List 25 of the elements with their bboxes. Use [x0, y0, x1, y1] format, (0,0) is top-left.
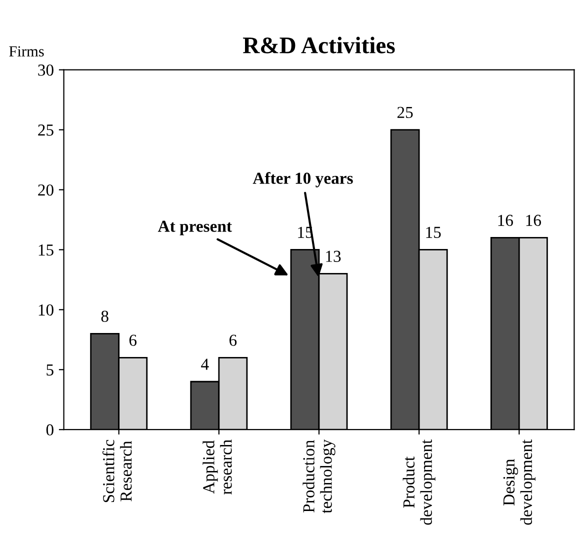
x-tick-label: Scientific Research — [102, 440, 132, 502]
x-tick-label: Production technology — [302, 439, 336, 514]
data-label: 16 — [526, 214, 542, 226]
y-tick-label: 10 — [38, 304, 54, 316]
data-label: 15 — [426, 226, 441, 238]
data-label: 16 — [498, 214, 513, 226]
data-label: 6 — [129, 334, 137, 346]
text: After 10 years — [252, 172, 353, 188]
data-label: 4 — [201, 358, 209, 370]
x-tick-label: Product development — [402, 439, 436, 525]
y-tick-label: 25 — [38, 124, 54, 136]
y-tick-label: 5 — [46, 364, 54, 376]
y-tick-label: 0 — [46, 424, 54, 436]
y-tick-label: 15 — [38, 244, 54, 256]
x-tick-label: Applied research — [202, 440, 232, 494]
y-tick-label: 20 — [38, 184, 54, 196]
data-label: 6 — [229, 334, 237, 346]
text: At present — [158, 220, 232, 236]
data-label: 25 — [397, 106, 413, 118]
data-label: 13 — [326, 250, 341, 262]
x-tick-label: Design development — [503, 439, 536, 525]
chart-title: R&D Activities — [243, 36, 395, 54]
y-axis-title: Firms — [9, 46, 44, 57]
y-tick-label: 30 — [38, 64, 54, 76]
data-label: 8 — [101, 310, 108, 322]
